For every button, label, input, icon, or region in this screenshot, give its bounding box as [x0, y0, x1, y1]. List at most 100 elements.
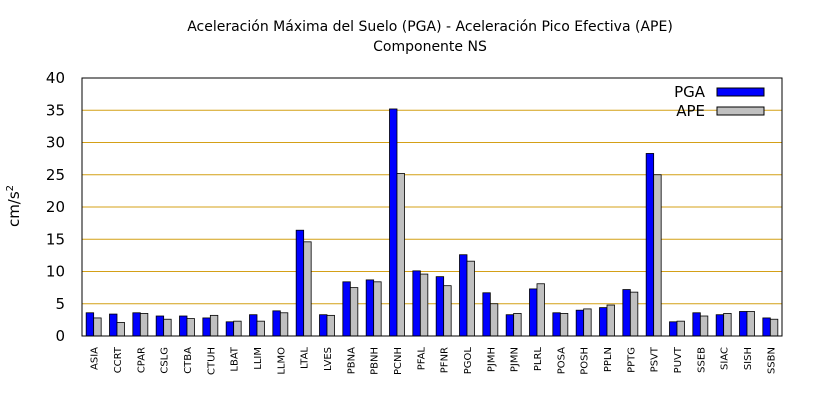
legend-label-pga: PGA — [674, 83, 706, 101]
bar-pga-pfnr — [435, 276, 445, 337]
bar-pga-pjmn — [505, 314, 515, 337]
bar-pga-asia — [85, 312, 95, 337]
bar-ape-pbnh — [373, 281, 382, 337]
bar-ape-cpar — [139, 313, 149, 337]
x-tick-label: PSVT — [650, 346, 661, 372]
bar-pga-cpar — [132, 312, 141, 337]
bar-pga-cslg — [155, 315, 165, 337]
legend-label-ape: APE — [676, 102, 705, 120]
bar-pga-llim — [249, 314, 258, 337]
bar-ape-lbat — [233, 320, 242, 337]
x-tick-label: PLRL — [533, 347, 544, 372]
bar-ape-pcnh — [396, 173, 405, 337]
bar-pga-posa — [552, 312, 561, 337]
bar-ape-asia — [93, 317, 102, 337]
bar-ape-llim — [256, 320, 265, 337]
y-tick-label: 25 — [46, 166, 65, 184]
bar-pga-pbna — [342, 281, 351, 337]
bar-pga-sish — [739, 311, 748, 337]
plot-frame — [81, 77, 783, 337]
bar-pga-lbat — [225, 321, 235, 337]
bar-ape-siac — [723, 313, 732, 337]
x-tick-label: PBNH — [370, 347, 381, 375]
x-tick-label: CSLG — [160, 347, 171, 374]
bar-ape-pptg — [629, 291, 639, 337]
x-tick-label: POSA — [556, 347, 567, 374]
bar-pga-pptg — [622, 289, 631, 337]
bar-ape-ltal — [303, 241, 312, 337]
bar-ape-puvt — [676, 320, 685, 337]
x-tick-label: CTBA — [183, 347, 194, 374]
x-tick-label: SSEB — [696, 347, 707, 373]
x-axis-tick-labels: ASIA CCRT CPAR CSLG CTBA CTUH LBAT LLIM LLMO LTAL… — [90, 346, 778, 375]
x-tick-label: PPLN — [603, 347, 614, 372]
bar-pga-pfal — [412, 270, 421, 337]
bar-ape-ppln — [606, 304, 615, 337]
y-tick-label: 10 — [46, 263, 65, 281]
bar-pga-ctba — [179, 315, 188, 337]
bar-pga-ccrt — [109, 313, 118, 337]
bar-pga-lves — [319, 314, 328, 337]
bar-ape-pbna — [349, 287, 359, 337]
legend-swatch-pga — [716, 87, 765, 97]
bar-ape-pgol — [466, 260, 475, 337]
bar-pga-pbnh — [365, 279, 375, 337]
x-tick-label: LVES — [323, 347, 334, 371]
bar-ape-pjmh — [489, 303, 499, 337]
x-tick-label: PBNA — [346, 347, 357, 374]
x-tick-label: LLMO — [276, 347, 287, 375]
x-tick-label: PJMH — [486, 347, 497, 372]
x-tick-label: LLIM — [253, 347, 264, 370]
bar-pga-pjmh — [482, 292, 491, 337]
x-tick-label: CCRT — [113, 346, 124, 373]
bar-pga-pcnh — [389, 108, 398, 337]
bar-pga-siac — [715, 314, 725, 337]
y-tick-label: 20 — [46, 198, 65, 216]
bars — [85, 108, 779, 337]
y-axis-label-base: cm/s — [5, 191, 23, 227]
bar-ape-lves — [326, 314, 335, 337]
bar-ape-pjmn — [513, 313, 522, 337]
bar-ape-llmo — [279, 312, 289, 337]
bar-ape-plrl — [536, 283, 545, 337]
y-tick-label: 15 — [46, 230, 65, 248]
x-tick-label: PFNR — [440, 347, 451, 373]
bar-ape-pfal — [419, 273, 429, 337]
x-tick-label: PUVT — [673, 346, 684, 373]
x-tick-label: SIAC — [720, 347, 731, 370]
chart-subtitle: Componente NS — [373, 39, 487, 55]
y-tick-label: 40 — [46, 69, 65, 87]
bar-pga-sseb — [692, 312, 701, 337]
bar-ape-sish — [746, 311, 755, 337]
chart-title: Aceleración Máxima del Suelo (PGA) - Ace… — [187, 19, 673, 35]
bar-ape-ssbn — [769, 318, 779, 337]
bar-ape-psvt — [653, 174, 662, 337]
x-tick-label: PCNH — [393, 347, 404, 375]
bar-pga-ssbn — [762, 317, 771, 337]
x-tick-label: PFAL — [416, 347, 427, 371]
bar-ape-sseb — [699, 315, 709, 337]
bar-ape-ccrt — [116, 322, 125, 337]
y-axis-label-superscript: 2 — [5, 185, 16, 191]
bar-pga-pgol — [459, 254, 468, 337]
legend: PGA APE — [674, 83, 765, 120]
y-tick-label: 5 — [55, 295, 65, 313]
bar-ape-ctuh — [209, 314, 219, 337]
bar-pga-puvt — [669, 321, 678, 337]
bar-ape-cslg — [163, 318, 172, 337]
x-tick-label: PJMN — [510, 347, 521, 372]
bar-pga-ppln — [599, 307, 608, 337]
bar-pga-psvt — [645, 153, 655, 337]
y-axis-ticks: 0 5 10 15 20 25 30 35 40 — [46, 69, 65, 345]
y-axis-label: cm/s2 — [5, 185, 23, 227]
x-tick-label: LTAL — [300, 347, 311, 369]
x-tick-label: POSH — [580, 347, 591, 375]
x-tick-label: SSBN — [766, 347, 777, 374]
bar-ape-pfnr — [443, 285, 452, 337]
bar-pga-ltal — [295, 229, 305, 337]
x-tick-label: CPAR — [136, 347, 147, 373]
bar-ape-posh — [583, 308, 592, 337]
x-tick-label: PGOL — [463, 347, 474, 375]
x-tick-label: SISH — [743, 347, 754, 370]
